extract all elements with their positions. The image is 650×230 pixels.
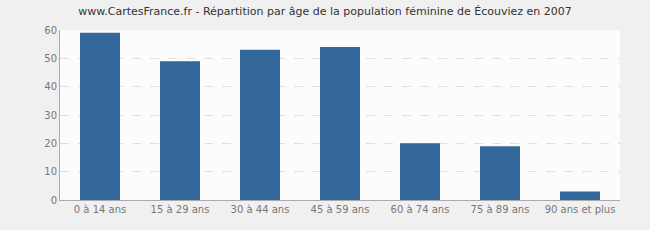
svg-text:15 à 29 ans: 15 à 29 ans xyxy=(151,204,210,215)
svg-text:50: 50 xyxy=(44,53,57,64)
svg-text:90 ans et plus: 90 ans et plus xyxy=(545,204,616,215)
svg-text:60 à 74 ans: 60 à 74 ans xyxy=(391,204,450,215)
svg-text:www.CartesFrance.fr - Répartit: www.CartesFrance.fr - Répartition par âg… xyxy=(78,5,572,18)
svg-text:0 à 14 ans: 0 à 14 ans xyxy=(74,204,126,215)
svg-text:45 à 59 ans: 45 à 59 ans xyxy=(311,204,370,215)
svg-text:60: 60 xyxy=(44,25,57,36)
svg-text:20: 20 xyxy=(44,138,57,149)
svg-text:75 à 89 ans: 75 à 89 ans xyxy=(471,204,530,215)
svg-text:0: 0 xyxy=(51,195,57,206)
svg-text:30 à 44 ans: 30 à 44 ans xyxy=(231,204,290,215)
svg-text:40: 40 xyxy=(44,81,57,92)
svg-text:10: 10 xyxy=(44,166,57,177)
svg-text:30: 30 xyxy=(44,110,57,121)
